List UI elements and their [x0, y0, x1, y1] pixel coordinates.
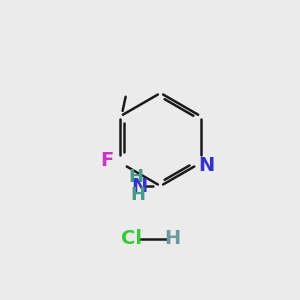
- Text: Cl: Cl: [122, 229, 142, 248]
- Text: N: N: [131, 176, 147, 196]
- Text: N: N: [198, 156, 214, 175]
- Text: F: F: [100, 151, 113, 170]
- Text: H: H: [130, 186, 145, 204]
- Text: H: H: [164, 229, 181, 248]
- Text: H: H: [128, 168, 143, 186]
